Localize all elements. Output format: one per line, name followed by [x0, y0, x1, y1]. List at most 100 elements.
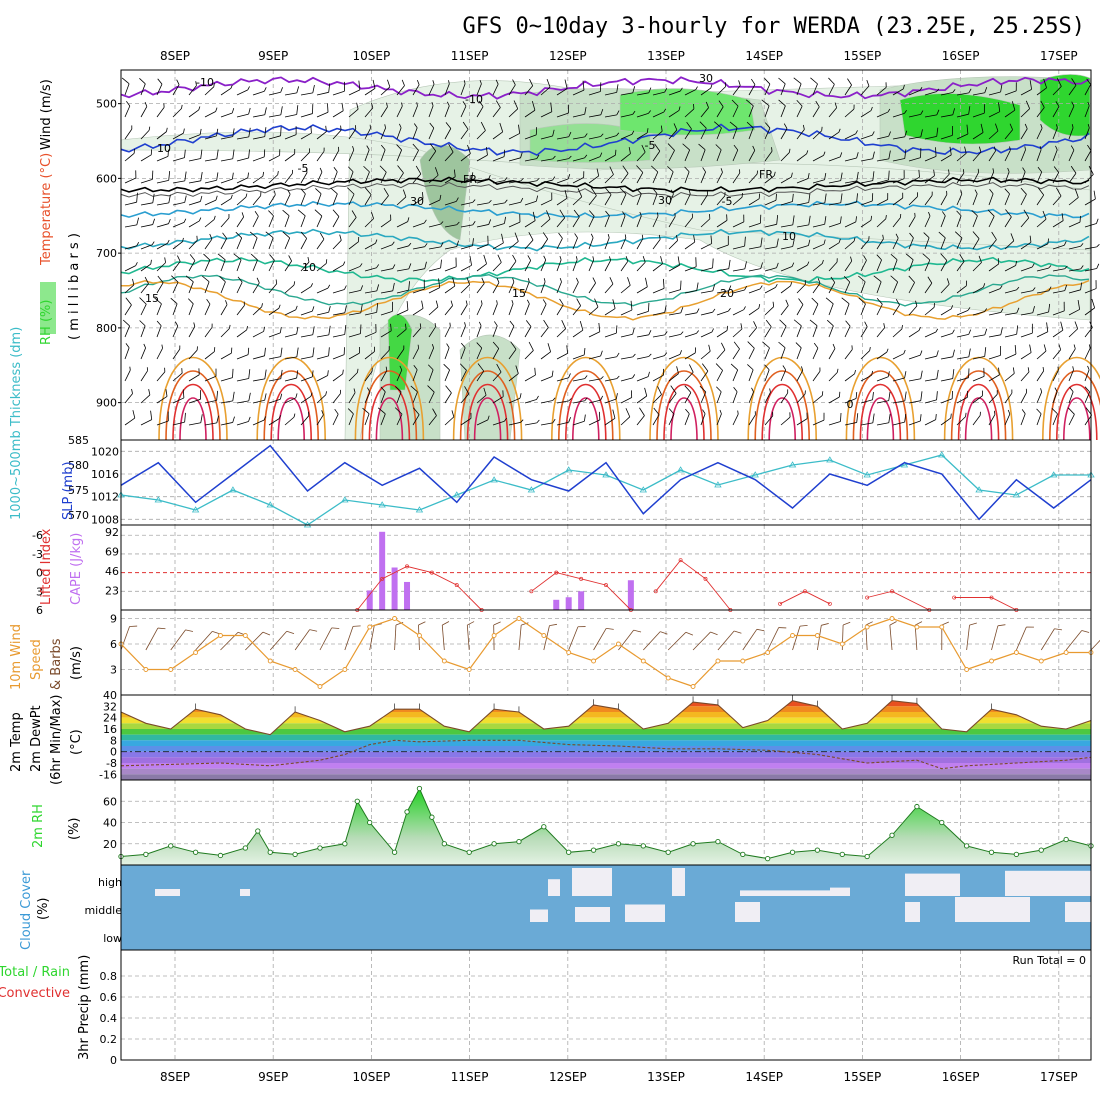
wind-barb-shaft [284, 333, 297, 338]
wind-barb-shaft [428, 306, 439, 316]
wind-barb-shaft [764, 151, 773, 162]
wind-barb-shaft [924, 155, 937, 162]
wind-barb [873, 275, 882, 294]
temp-contour-surface [852, 370, 909, 441]
wind-barb-shaft [412, 222, 425, 228]
wind-barb-flag [798, 298, 804, 305]
wind-barb [876, 214, 887, 228]
wind-barb-shaft [956, 261, 965, 272]
wind-barb-shaft [364, 311, 377, 316]
wind-barb-flag [1071, 101, 1075, 107]
wind-barb-shaft [508, 108, 519, 118]
wind-barb-shaft [716, 349, 726, 360]
wind-barb-shaft [940, 356, 953, 360]
wind-barb [204, 82, 215, 96]
wind-barb-shaft [812, 130, 822, 140]
wind-barb-flag [904, 414, 907, 423]
wind-barb-flag [904, 371, 907, 379]
wind-barb-flag [200, 414, 203, 423]
wind-barb-shaft [828, 131, 840, 140]
wind-barb [700, 363, 709, 382]
wind-barb-flag [673, 123, 678, 131]
wind-barb [972, 168, 980, 184]
wind-barb-shaft [716, 172, 723, 184]
wind-barb [956, 146, 967, 162]
wind10m-speed-point [267, 658, 273, 664]
rh2m-point [864, 853, 870, 860]
wind-barb-flag [280, 87, 283, 93]
thickness-point [341, 496, 349, 503]
wind-barb [235, 231, 243, 250]
wind-barb-flag [664, 87, 668, 93]
wind-barb [812, 216, 827, 228]
wind-barb [524, 320, 532, 338]
wind-barb-shaft [668, 240, 678, 250]
wind-barb [924, 328, 939, 338]
lifted-index-line [954, 597, 1017, 611]
wind-barb [1068, 188, 1079, 206]
wind-barb [652, 368, 664, 382]
rh2m-point [814, 847, 821, 853]
wind-barb-flag [684, 385, 692, 393]
wind-barb [1036, 78, 1047, 96]
wind-barb-flag [526, 299, 530, 305]
wind-barb-shaft [828, 261, 838, 272]
wind-barb-shaft [124, 325, 130, 338]
wind-barb-flag [416, 79, 420, 85]
wind-barb-shaft [748, 348, 755, 360]
wind-barb [636, 110, 651, 118]
wind-barb-flag [1000, 308, 1004, 313]
wind-barb-flag [838, 128, 841, 133]
wind-barb-flag [1077, 300, 1081, 310]
wind-barb [524, 299, 530, 316]
wind-barb-shaft [1052, 149, 1058, 162]
wind-barb-flag [761, 99, 770, 107]
wind-barbs [121, 77, 1100, 426]
wind-barb [636, 353, 652, 360]
wind10m-barb-flag [262, 631, 271, 636]
wind-barb-flag [855, 130, 858, 134]
wind-barb-flag [463, 80, 466, 84]
wind-barb-shaft [700, 194, 708, 206]
wind-barb [778, 341, 786, 360]
wind-barb-flag [823, 151, 826, 156]
wind-barb-shaft [572, 196, 583, 206]
wind-barb-shaft [588, 114, 601, 118]
wind-barb [476, 363, 485, 382]
wind-barb [347, 408, 354, 426]
wind-barb-shaft [924, 215, 931, 228]
wind-barb-shaft [316, 414, 324, 426]
wind-barb-shaft [428, 174, 439, 184]
wind-barb [972, 390, 983, 404]
wind-barb [332, 369, 344, 382]
wind-barb-flag [550, 102, 553, 112]
wind-barb [300, 126, 312, 140]
wind-barb-flag [413, 365, 418, 371]
wind-barb-shaft [556, 217, 566, 228]
wind-barb-flag [434, 323, 436, 327]
temp2m-tick: 24 [103, 712, 117, 725]
wind-barb-flag [564, 190, 568, 199]
wind-barb [314, 209, 323, 228]
wind-barb [956, 348, 971, 360]
wind-barb-flag [1079, 215, 1081, 223]
wind-barb [476, 342, 483, 360]
wind10m-barb-shaft [1090, 631, 1100, 651]
wind-barb-flag [876, 298, 883, 305]
wind-barb-shaft [444, 246, 457, 250]
wind-barb [524, 419, 540, 426]
wind-barb [652, 407, 660, 426]
wind-barb [812, 259, 824, 272]
wind-barb [460, 277, 470, 294]
wind-barb [698, 143, 706, 162]
wind-barb [428, 343, 435, 360]
wind-barb [556, 232, 563, 250]
wind-barb-shaft [844, 108, 855, 118]
wind-barb-shaft [268, 332, 281, 338]
wind-barb [332, 261, 346, 272]
wind-barb [908, 129, 923, 140]
wind-barb-shaft [732, 196, 743, 206]
wind-barb-flag [616, 84, 619, 93]
